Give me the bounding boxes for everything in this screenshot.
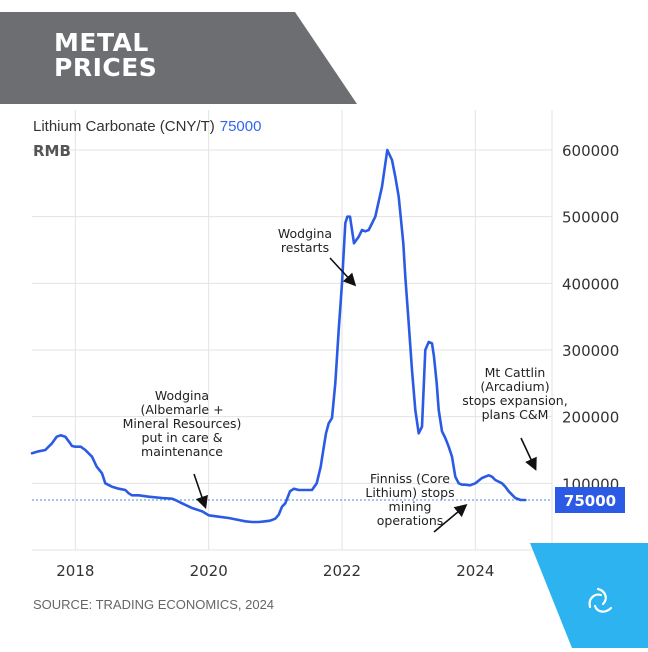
banner-background bbox=[0, 12, 357, 104]
chart-title-value: 75000 bbox=[220, 118, 262, 135]
annotation-line: (Arcadium) bbox=[480, 379, 549, 394]
x-tick-label: 2022 bbox=[323, 562, 361, 580]
x-tick-label: 2018 bbox=[56, 562, 94, 580]
annotation-line: operations bbox=[377, 513, 444, 528]
annotation-arrow bbox=[193, 473, 208, 510]
triskelion-logo-icon bbox=[588, 587, 613, 613]
corner-logo-background bbox=[530, 543, 648, 648]
unit-label: RMB bbox=[33, 142, 71, 160]
annotation-line: Lithium) stops bbox=[365, 485, 454, 500]
annotation-line: Mt Cattlin bbox=[485, 365, 546, 380]
annotation-line: Finniss (Core bbox=[370, 471, 450, 486]
annotation-line: stops expansion, bbox=[462, 393, 567, 408]
annotation-line: plans C&M bbox=[482, 407, 549, 422]
annotation: Mt Cattlin (Arcadium) stops expansion, plan… bbox=[462, 365, 568, 471]
annotation-line: Wodgina bbox=[278, 226, 332, 241]
annotation-text: Wodgina (Albemarle + Mineral Resources) put… bbox=[123, 388, 242, 459]
metal-prices-banner: METAL PRICES bbox=[0, 0, 360, 104]
banner-title-line1: METAL bbox=[54, 28, 149, 57]
series-line bbox=[30, 148, 527, 524]
y-tick-label: 300000 bbox=[562, 342, 619, 360]
grid bbox=[32, 110, 553, 551]
source-text: SOURCE: TRADING ECONOMICS, 2024 bbox=[33, 597, 275, 612]
current-value-badge bbox=[555, 487, 625, 513]
annotation-line: maintenance bbox=[141, 444, 223, 459]
annotations: Wodgina (Albemarle + Mineral Resources) put… bbox=[123, 226, 568, 533]
series-layer: 75000 bbox=[30, 148, 625, 524]
y-tick-label: 500000 bbox=[562, 209, 619, 227]
annotation-text: Mt Cattlin (Arcadium) stops expansion, plan… bbox=[462, 365, 567, 422]
annotation-line: Wodgina bbox=[155, 388, 209, 403]
y-tick-label: 600000 bbox=[562, 142, 619, 160]
annotation-line: mining bbox=[389, 499, 432, 514]
annotation-line: Mineral Resources) bbox=[123, 416, 242, 431]
chart-title-text: Lithium Carbonate (CNY/T) bbox=[33, 118, 215, 135]
annotation-line: put in care & bbox=[142, 430, 223, 445]
annotation: Wodgina restarts bbox=[278, 226, 357, 287]
current-value-label: 75000 bbox=[564, 492, 616, 510]
x-axis: 2018 2020 2022 2024 bbox=[56, 562, 494, 580]
annotation-text: Finniss (Core Lithium) stops mining operati… bbox=[365, 471, 454, 528]
annotation-arrow bbox=[329, 257, 357, 287]
chart-title: Lithium Carbonate (CNY/T) 75000 bbox=[33, 118, 261, 135]
annotation-line: restarts bbox=[281, 240, 329, 255]
annotation-arrow bbox=[520, 437, 537, 471]
banner-title-line2: PRICES bbox=[54, 53, 158, 82]
annotation: Wodgina (Albemarle + Mineral Resources) put… bbox=[123, 388, 242, 510]
y-tick-label: 200000 bbox=[562, 409, 619, 427]
x-tick-label: 2024 bbox=[456, 562, 494, 580]
y-tick-label: 400000 bbox=[562, 275, 619, 293]
x-tick-label: 2020 bbox=[190, 562, 228, 580]
annotation-text: Wodgina restarts bbox=[278, 226, 332, 255]
annotation-line: (Albemarle + bbox=[140, 402, 223, 417]
corner-logo-panel bbox=[530, 543, 648, 648]
banner-title: METAL PRICES bbox=[54, 30, 157, 80]
annotation: Finniss (Core Lithium) stops mining operati… bbox=[365, 471, 468, 533]
annotation-arrow bbox=[433, 503, 468, 533]
